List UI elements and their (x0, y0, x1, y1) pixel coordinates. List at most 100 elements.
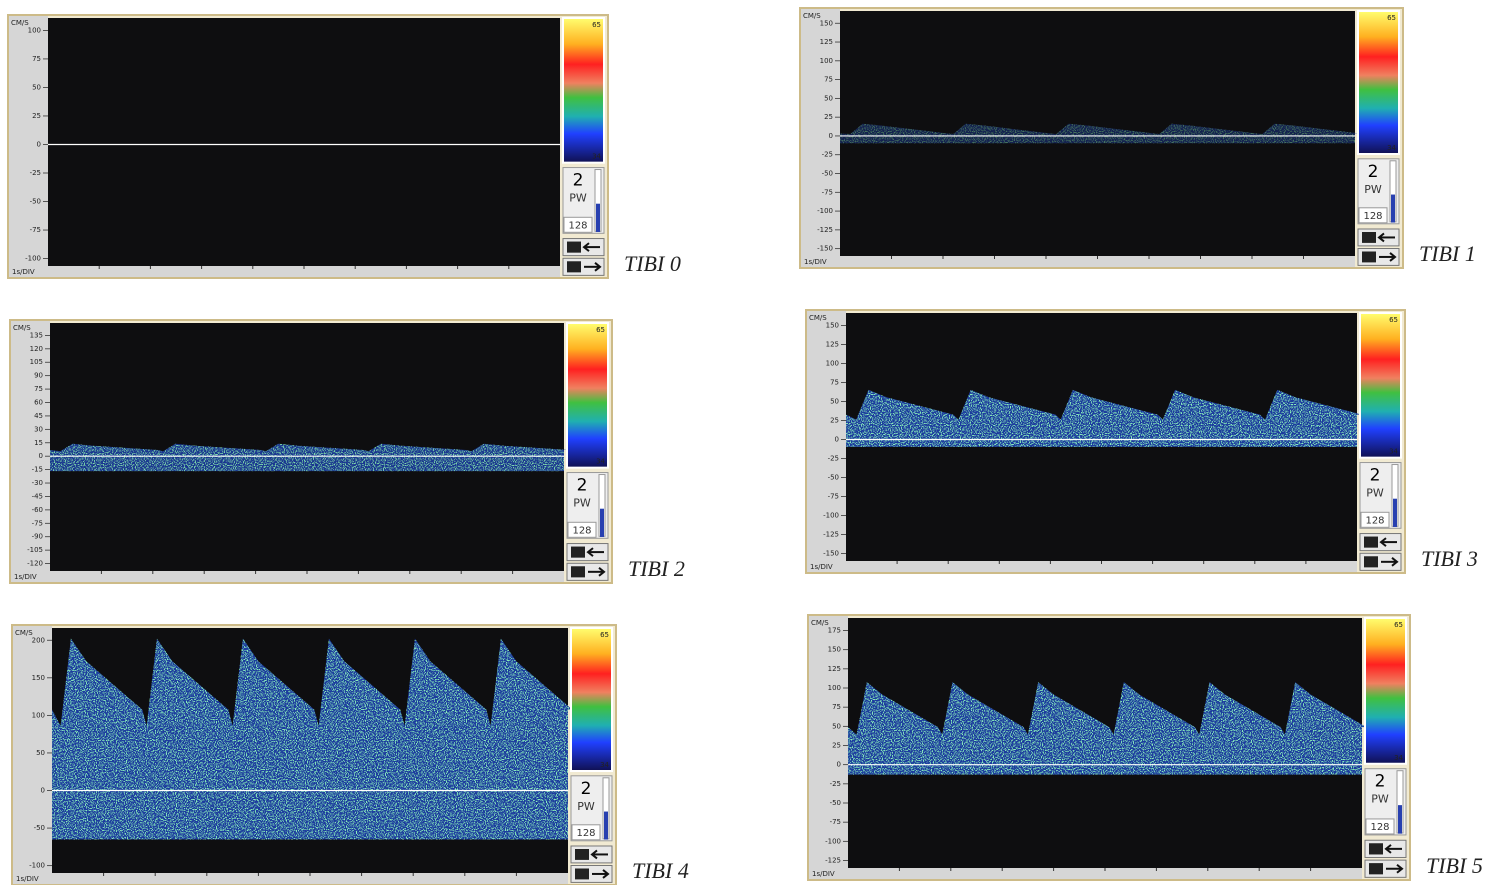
y-tick-label: 50 (32, 83, 41, 91)
y-tick-label: 100 (826, 359, 839, 367)
y-tick-label: 0 (41, 787, 45, 795)
button-arrowhead (1389, 252, 1397, 262)
doppler-waveform (50, 443, 570, 472)
gain-level (1391, 194, 1395, 223)
y-tick-label: 60 (34, 399, 43, 407)
size-box (571, 824, 601, 841)
button-icon (575, 849, 589, 860)
y-tick-label: -100 (817, 207, 833, 215)
size: 128 (1365, 515, 1384, 526)
button-arrowhead (590, 849, 598, 860)
size: 128 (1370, 822, 1389, 833)
size: 128 (572, 525, 591, 536)
time-scale: 1s/DIV (812, 870, 835, 878)
size-box (567, 521, 597, 538)
button-arrowhead (586, 547, 594, 557)
color-bar (1364, 617, 1407, 765)
size-box (1360, 511, 1390, 528)
doppler-panel: 200 150 100 50 0 -50 -100 CM/S 1s/DIV 65 34 2PW 128 (11, 624, 617, 885)
scroll-button[interactable] (1364, 859, 1407, 878)
unit-label: CM/S (811, 619, 829, 627)
y-tick-label: -15 (32, 466, 43, 474)
mode: PW (569, 192, 587, 205)
y-tick-label: -100 (25, 255, 41, 263)
scroll-button[interactable] (1359, 552, 1402, 571)
y-tick-label: -75 (30, 226, 41, 234)
y-tick-label: -25 (822, 151, 833, 159)
axis-gutter (801, 9, 840, 267)
scale-bottom: 34 (600, 761, 609, 769)
y-tick-label: -75 (830, 818, 841, 826)
gain-level (1393, 498, 1397, 527)
scroll-button[interactable] (562, 257, 605, 276)
y-tick-label: -50 (828, 474, 839, 482)
scroll-button[interactable] (1357, 228, 1400, 247)
y-tick-label: 25 (824, 113, 833, 121)
axis-gutter (809, 616, 848, 879)
scale-bottom: 34 (1387, 144, 1396, 152)
scroll-button[interactable] (1364, 839, 1407, 858)
gain: 2 (581, 779, 592, 799)
color-bar (1359, 312, 1402, 459)
button-icon (571, 566, 585, 578)
doppler-panel: 135 120 105 90 75 60 45 30 15 0 -15 -30 -45 -60 -75 -90… (9, 319, 613, 584)
y-tick-label: -125 (825, 857, 841, 865)
scale-top: 65 (1387, 14, 1396, 22)
button-arrowhead (1379, 537, 1387, 547)
gain-level (1398, 805, 1402, 834)
scale-top: 65 (592, 21, 601, 29)
y-tick-label: 90 (34, 372, 43, 380)
y-tick-label: -30 (32, 479, 43, 487)
y-tick-label: -150 (817, 245, 833, 253)
time-strip (13, 873, 568, 884)
button-arrowhead (1391, 557, 1399, 567)
scroll-button[interactable] (566, 562, 609, 581)
y-tick-label: -125 (817, 226, 833, 234)
axis-gutter (11, 321, 50, 582)
panel-label: TIBI 0 (624, 251, 681, 276)
scroll-button[interactable] (562, 238, 605, 257)
y-tick-label: 150 (820, 19, 833, 27)
scroll-button[interactable] (1359, 533, 1402, 552)
size-box (563, 216, 593, 233)
scroll-button[interactable] (570, 845, 613, 864)
y-tick-label: 100 (828, 684, 841, 692)
scroll-button[interactable] (566, 543, 609, 562)
gain: 2 (1368, 162, 1379, 182)
color-bar (566, 322, 609, 469)
size-box (1358, 207, 1388, 224)
time-strip (809, 868, 1362, 879)
axis-gutter (9, 16, 48, 277)
scale-top: 65 (600, 631, 609, 639)
y-tick-label: -45 (32, 492, 43, 500)
mode: PW (1366, 487, 1384, 500)
scroll-button[interactable] (1357, 248, 1400, 266)
y-tick-label: 30 (34, 425, 43, 433)
y-tick-label: 0 (39, 452, 43, 460)
panel-label: TIBI 4 (632, 858, 689, 883)
gain: 2 (573, 171, 584, 191)
gain: 2 (577, 476, 588, 496)
y-tick-label: -60 (32, 506, 43, 514)
y-tick-label: 50 (824, 94, 833, 102)
time-strip (801, 256, 1355, 267)
unit-label: CM/S (809, 314, 827, 322)
y-tick-label: -90 (32, 533, 43, 541)
doppler-waveform (848, 682, 1367, 775)
scale-bottom: 34 (596, 458, 605, 466)
y-tick-label: -50 (822, 170, 833, 178)
y-tick-label: 150 (828, 646, 841, 654)
time-scale: 1s/DIV (810, 563, 833, 571)
y-tick-label: 175 (828, 627, 841, 635)
button-arrowhead (1396, 863, 1404, 874)
panel-label: TIBI 2 (628, 556, 685, 581)
scale-top: 65 (596, 326, 605, 334)
button-icon (1362, 232, 1376, 243)
y-tick-label: 125 (828, 665, 841, 673)
gain-level (600, 508, 604, 537)
scroll-button[interactable] (570, 865, 613, 883)
axis-gutter (13, 626, 52, 884)
gain-level (604, 811, 608, 840)
